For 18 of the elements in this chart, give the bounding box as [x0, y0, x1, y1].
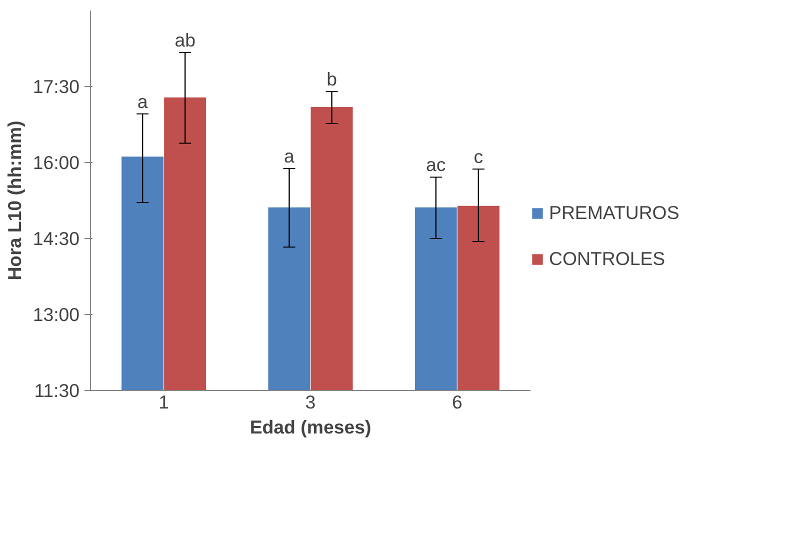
- y-tick-label: 13:00: [32, 304, 80, 325]
- legend-label: CONTROLES: [549, 248, 666, 270]
- y-tick-label: 17:30: [32, 76, 80, 97]
- x-tick-label: 6: [452, 392, 462, 412]
- x-tick-label: 1: [158, 392, 170, 412]
- annotation: ab: [174, 30, 196, 51]
- annotation: a: [284, 146, 296, 167]
- annotation: b: [326, 68, 337, 90]
- x-tick-label: 3: [305, 392, 316, 412]
- annotation: a: [137, 90, 148, 112]
- y-tick-label: 16:00: [32, 152, 80, 173]
- annotation: c: [474, 146, 484, 168]
- x-axis-title: Edad (meses): [250, 416, 372, 438]
- y-axis-title: Hora L10 (hh:mm): [4, 120, 25, 280]
- legend-label: PREMATUROS: [549, 202, 680, 224]
- y-tick-label: 11:30: [34, 380, 80, 401]
- annotation: ac: [426, 154, 446, 176]
- y-tick-label: 14:30: [32, 228, 80, 249]
